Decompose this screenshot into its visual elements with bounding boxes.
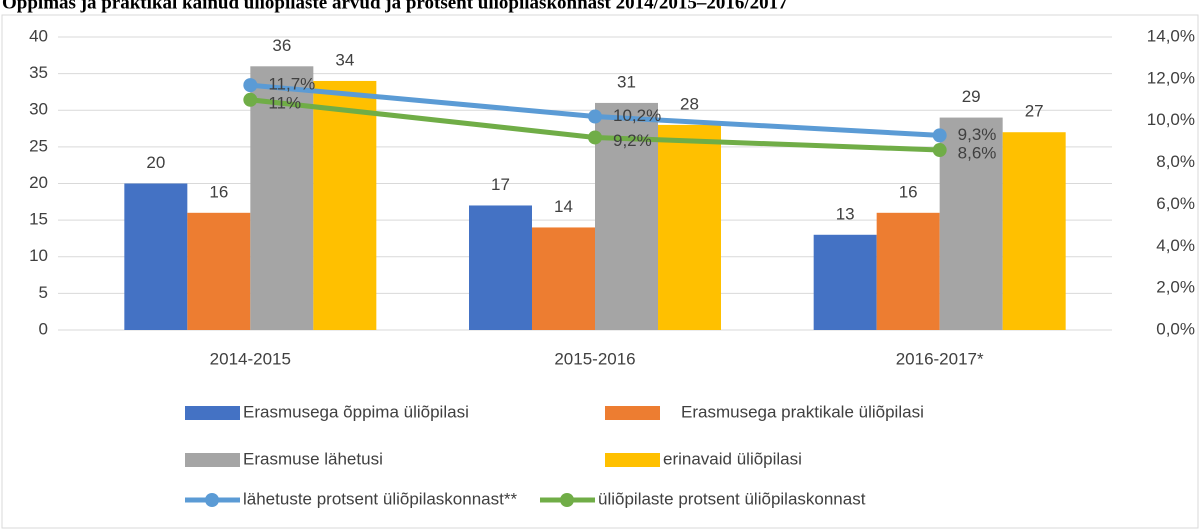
bar xyxy=(532,227,595,330)
bar-value-label: 36 xyxy=(272,36,291,55)
bar-value-label: 27 xyxy=(1025,102,1044,121)
legend-label: Erasmuse lähetusi xyxy=(243,449,383,468)
bar xyxy=(1002,132,1066,330)
line-point xyxy=(932,128,947,143)
y2-tick-label: 0,0% xyxy=(1156,319,1195,338)
legend-swatch xyxy=(185,453,240,467)
y-tick-label: 0 xyxy=(39,319,48,338)
bar xyxy=(469,205,532,330)
bar xyxy=(813,234,877,330)
bar xyxy=(187,212,251,330)
y2-tick-label: 8,0% xyxy=(1156,152,1195,171)
y2-tick-label: 2,0% xyxy=(1156,278,1195,297)
line-value-label: 9,3% xyxy=(958,125,997,144)
legend-swatch xyxy=(605,406,660,420)
line-value-label: 10,2% xyxy=(613,106,661,125)
y2-tick-label: 4,0% xyxy=(1156,236,1195,255)
line-point xyxy=(932,143,947,158)
bar-value-label: 31 xyxy=(617,72,636,91)
y2-tick-label: 12,0% xyxy=(1147,68,1195,87)
bar xyxy=(313,80,377,330)
bar xyxy=(876,212,940,330)
y-tick-label: 40 xyxy=(29,26,48,45)
legend-swatch xyxy=(605,453,660,467)
bar-value-label: 28 xyxy=(680,94,699,113)
y-tick-label: 20 xyxy=(29,173,48,192)
bar-value-label: 14 xyxy=(554,197,573,216)
bar xyxy=(124,183,188,330)
bar-value-label: 17 xyxy=(491,175,510,194)
legend-marker xyxy=(560,493,574,507)
bar-value-label: 29 xyxy=(962,87,981,106)
legend-swatch xyxy=(185,406,240,420)
line-point xyxy=(588,130,602,145)
line-value-label: 11% xyxy=(268,93,301,112)
line-value-label: 11,7% xyxy=(268,75,315,94)
chart-title: Õppimas ja praktikal käinud üliõpilaste … xyxy=(2,0,788,13)
y2-tick-label: 10,0% xyxy=(1147,110,1195,129)
line-value-label: 8,6% xyxy=(958,143,997,162)
legend-marker xyxy=(205,493,219,507)
y-tick-label: 30 xyxy=(29,100,48,119)
bar-value-label: 20 xyxy=(146,153,165,172)
line-point xyxy=(588,109,602,124)
line-point xyxy=(243,92,258,107)
y-tick-label: 25 xyxy=(29,136,48,155)
legend-label: Erasmusega õppima üliõpilasi xyxy=(243,402,469,421)
legend-label: erinavaid üliõpilasi xyxy=(663,449,802,468)
y2-tick-label: 6,0% xyxy=(1156,194,1195,213)
legend-label: lähetuste protsent üliõpilaskonnast** xyxy=(243,489,517,508)
y-tick-label: 5 xyxy=(39,283,48,302)
y-tick-label: 10 xyxy=(29,246,48,265)
legend-label: Erasmusega praktikale üliõpilasi xyxy=(681,402,924,421)
bar xyxy=(250,66,314,331)
bar xyxy=(658,124,721,331)
y-tick-label: 35 xyxy=(29,63,48,82)
bar xyxy=(939,117,1003,330)
bar-value-label: 13 xyxy=(836,204,855,223)
y2-tick-label: 14,0% xyxy=(1147,26,1195,45)
x-tick-label: 2014-2015 xyxy=(210,349,291,368)
bar-value-label: 34 xyxy=(335,50,354,69)
bar-value-label: 16 xyxy=(209,182,228,201)
x-tick-label: 2016-2017* xyxy=(896,349,984,368)
y-tick-label: 15 xyxy=(29,210,48,229)
x-tick-label: 2015-2016 xyxy=(554,349,635,368)
line-value-label: 9,2% xyxy=(613,131,652,150)
line-point xyxy=(243,78,258,93)
legend-label: üliõpilaste protsent üliõpilaskonnast xyxy=(598,489,866,508)
bar-value-label: 16 xyxy=(899,182,918,201)
